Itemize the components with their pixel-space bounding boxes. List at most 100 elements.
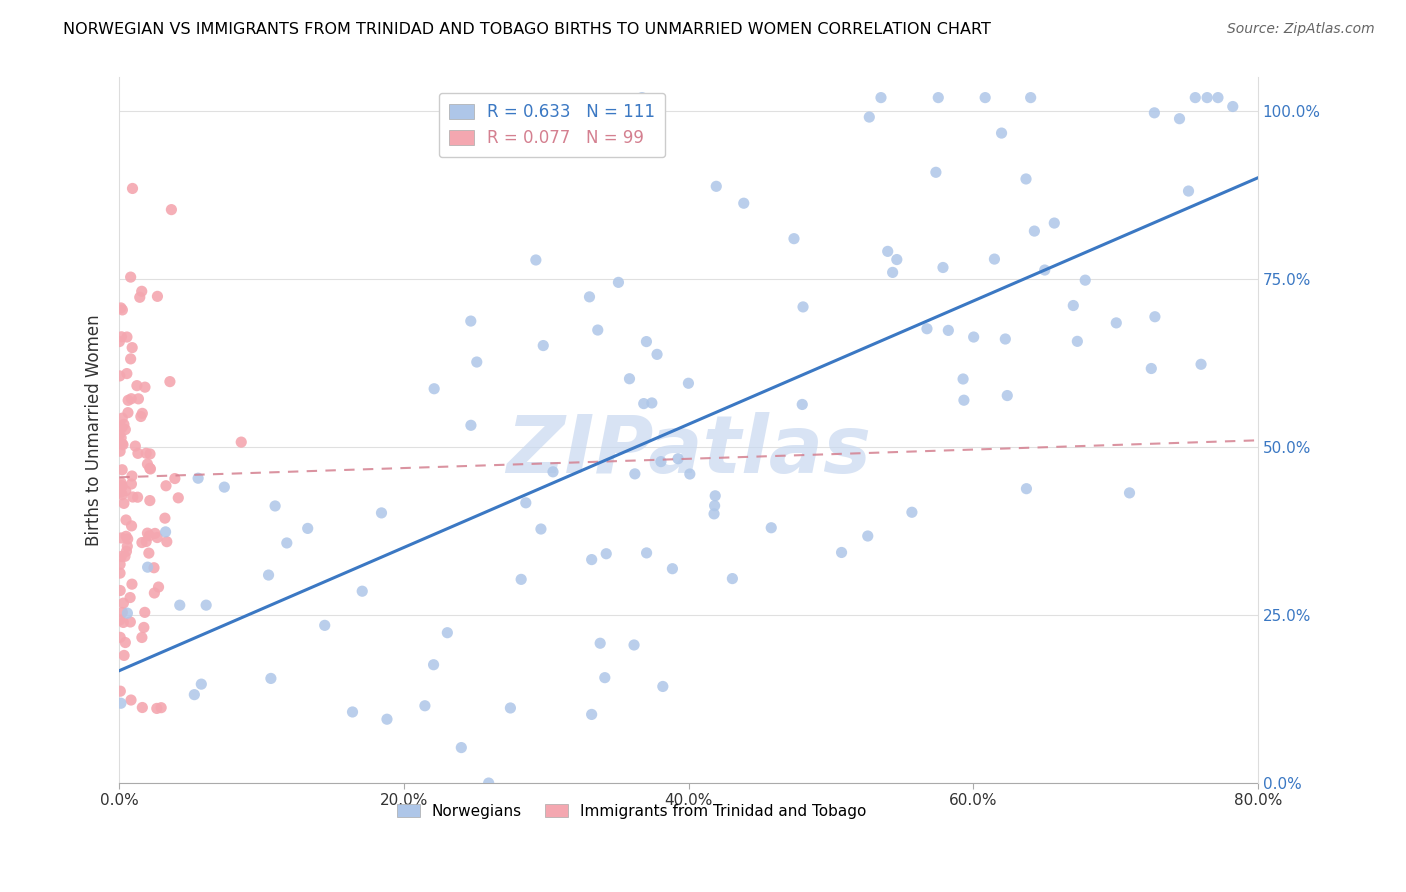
- Point: [1033, 263, 1056, 277]
- Point: [110, 330, 132, 344]
- Point: [886, 252, 908, 267]
- Point: [153, 511, 176, 525]
- Point: [510, 573, 533, 587]
- Point: [187, 471, 209, 485]
- Point: [633, 396, 655, 410]
- Point: [139, 461, 162, 475]
- Point: [124, 439, 146, 453]
- Point: [131, 700, 153, 714]
- Point: [925, 165, 948, 179]
- Point: [150, 700, 173, 714]
- Point: [121, 341, 143, 355]
- Point: [127, 392, 149, 406]
- Point: [183, 688, 205, 702]
- Point: [121, 519, 143, 533]
- Point: [108, 558, 131, 572]
- Point: [1066, 334, 1088, 349]
- Point: [678, 376, 700, 391]
- Point: [108, 428, 131, 442]
- Point: [120, 392, 142, 406]
- Point: [159, 375, 181, 389]
- Point: [120, 270, 142, 285]
- Point: [1118, 486, 1140, 500]
- Point: [117, 406, 139, 420]
- Point: [342, 705, 364, 719]
- Point: [1168, 112, 1191, 126]
- Point: [619, 372, 641, 386]
- Point: [460, 314, 482, 328]
- Point: [581, 707, 603, 722]
- Point: [1024, 224, 1046, 238]
- Point: [121, 469, 143, 483]
- Point: [370, 506, 392, 520]
- Point: [111, 488, 134, 502]
- Point: [114, 635, 136, 649]
- Point: [641, 396, 664, 410]
- Y-axis label: Births to Unmarried Women: Births to Unmarried Women: [86, 314, 103, 546]
- Point: [465, 355, 488, 369]
- Point: [114, 423, 136, 437]
- Point: [117, 539, 139, 553]
- Point: [120, 477, 142, 491]
- Point: [114, 549, 136, 564]
- Point: [146, 701, 169, 715]
- Point: [139, 447, 162, 461]
- Point: [530, 522, 553, 536]
- Point: [115, 330, 138, 344]
- Point: [927, 90, 949, 104]
- Point: [108, 566, 131, 581]
- Point: [121, 577, 143, 591]
- Point: [111, 606, 134, 620]
- Point: [314, 618, 336, 632]
- Point: [136, 526, 159, 541]
- Point: [1015, 482, 1038, 496]
- Point: [593, 671, 616, 685]
- Point: [531, 338, 554, 352]
- Point: [990, 126, 1012, 140]
- Point: [195, 598, 218, 612]
- Point: [167, 491, 190, 505]
- Point: [515, 496, 537, 510]
- Point: [876, 244, 898, 259]
- Point: [352, 584, 374, 599]
- Point: [136, 457, 159, 471]
- Point: [128, 290, 150, 304]
- Point: [110, 478, 132, 492]
- Point: [578, 290, 600, 304]
- Point: [297, 521, 319, 535]
- Point: [108, 613, 131, 627]
- Point: [423, 382, 446, 396]
- Point: [134, 380, 156, 394]
- Point: [139, 462, 162, 476]
- Point: [108, 583, 131, 598]
- Point: [129, 409, 152, 424]
- Point: [1189, 357, 1212, 371]
- Point: [156, 534, 179, 549]
- Point: [120, 693, 142, 707]
- Point: [131, 285, 153, 299]
- Point: [994, 332, 1017, 346]
- Point: [882, 265, 904, 279]
- Point: [1177, 184, 1199, 198]
- Point: [1140, 361, 1163, 376]
- Point: [375, 712, 398, 726]
- Point: [139, 493, 162, 508]
- Point: [260, 672, 283, 686]
- Point: [792, 300, 814, 314]
- Point: [117, 532, 139, 546]
- Point: [131, 631, 153, 645]
- Point: [111, 479, 134, 493]
- Legend: Norwegians, Immigrants from Trinidad and Tobago: Norwegians, Immigrants from Trinidad and…: [391, 797, 873, 825]
- Point: [1043, 216, 1066, 230]
- Point: [858, 110, 880, 124]
- Point: [132, 620, 155, 634]
- Point: [125, 378, 148, 392]
- Point: [631, 90, 654, 104]
- Point: [1222, 99, 1244, 113]
- Point: [541, 465, 564, 479]
- Point: [679, 467, 702, 481]
- Point: [108, 444, 131, 458]
- Point: [936, 323, 959, 337]
- Point: [636, 334, 658, 349]
- Point: [1197, 90, 1219, 104]
